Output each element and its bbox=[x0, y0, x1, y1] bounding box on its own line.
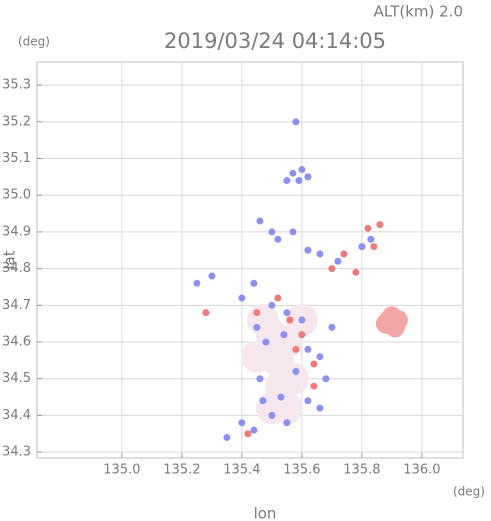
echo-patch bbox=[268, 301, 276, 309]
echo-patch bbox=[292, 118, 300, 126]
y-tick-label: 35.2 bbox=[2, 114, 31, 129]
echo-patch bbox=[304, 397, 312, 405]
echo-patch bbox=[378, 310, 399, 331]
echo-patch bbox=[295, 177, 303, 185]
echo-patch bbox=[238, 419, 246, 427]
x-tick-label: 135.6 bbox=[283, 463, 320, 478]
echo-patch bbox=[208, 272, 216, 280]
echo-patch bbox=[268, 411, 276, 419]
echo-patch bbox=[289, 228, 297, 236]
x-tick-label: 135.8 bbox=[343, 463, 380, 478]
echo-patch bbox=[292, 345, 300, 353]
y-tick-label: 35.1 bbox=[2, 151, 31, 166]
echo-patch bbox=[246, 304, 279, 337]
echo-patch bbox=[370, 243, 378, 251]
echo-patch bbox=[328, 265, 336, 273]
x-tick-label: 135.4 bbox=[223, 463, 260, 478]
echo-patch bbox=[364, 224, 372, 232]
grid: 135.0 135.2 135.4 135.6 135.8 136.0 34.3 34.4 34… bbox=[2, 62, 463, 478]
marks bbox=[193, 118, 408, 441]
echo-patch bbox=[283, 419, 291, 427]
echo-patch bbox=[274, 235, 282, 243]
echo-patch bbox=[250, 426, 258, 434]
echo-patch bbox=[352, 268, 360, 276]
echo-patch bbox=[277, 393, 285, 401]
y-tick-label: 34.6 bbox=[2, 335, 31, 350]
echo-patch bbox=[358, 243, 366, 251]
x-tick-label: 136.0 bbox=[403, 463, 440, 478]
altitude-label: ALT(km) 2.0 bbox=[374, 3, 463, 21]
echo-patch bbox=[289, 169, 297, 177]
x-axis-title: lon bbox=[254, 505, 277, 521]
echo-patch bbox=[262, 338, 270, 346]
echo-patch bbox=[193, 279, 201, 287]
echo-patch bbox=[334, 257, 342, 265]
echo-patch bbox=[253, 323, 261, 331]
echo-patch bbox=[274, 294, 282, 302]
echo-patch bbox=[310, 360, 318, 368]
echo-patch bbox=[259, 397, 267, 405]
echo-patch bbox=[253, 309, 261, 317]
y-axis-title: lat bbox=[1, 250, 19, 269]
y-tick-label: 34.9 bbox=[2, 224, 31, 239]
echo-patch bbox=[298, 316, 306, 324]
echo-patch bbox=[316, 250, 324, 258]
echo-patch bbox=[268, 228, 276, 236]
echo-patch bbox=[292, 367, 300, 375]
y-tick-label: 34.8 bbox=[2, 261, 31, 276]
x-tick-label: 135.2 bbox=[163, 463, 200, 478]
y-tick-label: 34.7 bbox=[2, 298, 31, 313]
y-tick-label: 34.5 bbox=[2, 371, 31, 386]
echo-patch bbox=[322, 375, 330, 383]
echo-patch bbox=[304, 345, 312, 353]
echo-patch bbox=[238, 294, 246, 302]
echo-patch bbox=[244, 430, 252, 438]
echo-patch bbox=[202, 309, 210, 317]
y-tick-label: 34.4 bbox=[2, 408, 31, 423]
plot-frame bbox=[36, 61, 464, 459]
echo-patch bbox=[316, 404, 324, 412]
echo-patch bbox=[367, 235, 375, 243]
echo-patch bbox=[298, 166, 306, 174]
echo-patch bbox=[376, 221, 384, 229]
echo-patch bbox=[256, 217, 264, 225]
echo-patch bbox=[283, 309, 291, 317]
echo-patch bbox=[298, 331, 306, 339]
chart-title: 2019/03/24 04:14:05 bbox=[164, 29, 386, 53]
y-unit: (deg) bbox=[18, 35, 50, 49]
echo-patch bbox=[316, 353, 324, 361]
echo-patch bbox=[286, 316, 294, 324]
echo-patch bbox=[270, 392, 303, 425]
y-tick-label: 34.3 bbox=[2, 445, 31, 460]
y-tick-label: 35.3 bbox=[2, 78, 31, 93]
echo-patch bbox=[256, 375, 264, 383]
echo-patch bbox=[310, 382, 318, 390]
echo-patch bbox=[304, 246, 312, 254]
x-unit: (deg) bbox=[453, 485, 485, 499]
echo-patch bbox=[250, 279, 258, 287]
echo-patch bbox=[240, 340, 273, 373]
echo-patch bbox=[340, 250, 348, 258]
echo-patch bbox=[304, 173, 312, 181]
y-tick-label: 35.0 bbox=[2, 188, 31, 203]
echo-patch bbox=[283, 177, 291, 185]
x-tick-label: 135.0 bbox=[103, 463, 140, 478]
echo-patch bbox=[280, 331, 288, 339]
echo-patch bbox=[328, 323, 336, 331]
echo-patch bbox=[223, 433, 231, 441]
